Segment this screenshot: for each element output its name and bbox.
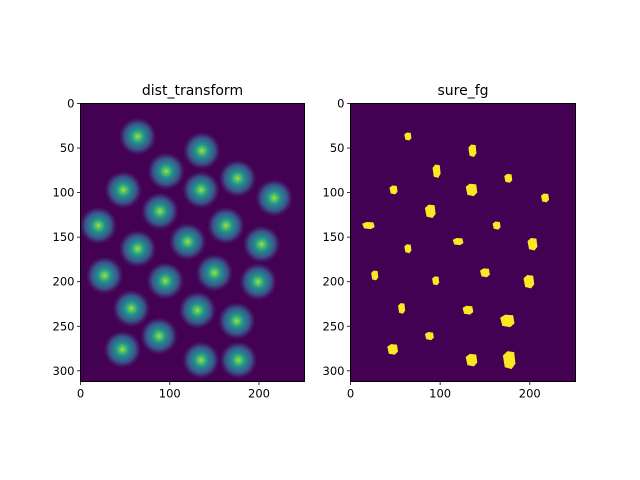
- foreground-region: [462, 305, 474, 315]
- blob-layer: [80, 117, 293, 379]
- foreground-region: [452, 238, 464, 246]
- foreground-region: [480, 268, 490, 278]
- blob-mark: [195, 254, 234, 292]
- y-tick-label: 100: [53, 186, 75, 200]
- x-tick-label: 100: [429, 387, 451, 401]
- axes-frame: [80, 103, 305, 382]
- axes-frame: [350, 103, 576, 382]
- foreground-region: [404, 132, 412, 141]
- foreground-region: [492, 221, 501, 230]
- y-tick-label: 200: [53, 275, 75, 289]
- y-tick-label: 200: [323, 275, 345, 289]
- foreground-region: [432, 164, 441, 178]
- blob-mark: [118, 117, 157, 156]
- subplot-dist-transform: dist_transform 0 100 200 0 50 100 150 200 250 300: [53, 83, 305, 401]
- y-tick-label: 0: [337, 97, 344, 111]
- foreground-region: [371, 270, 379, 281]
- y-tick-label: 250: [323, 319, 345, 333]
- foreground-region: [389, 185, 398, 195]
- foreground-region: [527, 238, 538, 251]
- x-tick-label: 200: [248, 387, 270, 401]
- foreground-region: [387, 344, 399, 355]
- blob-mark: [178, 291, 217, 329]
- x-tick-label: 100: [159, 387, 181, 401]
- blob-mark: [183, 132, 221, 170]
- foreground-region: [465, 353, 478, 367]
- blob-mark: [217, 302, 256, 340]
- foreground-region: [500, 314, 515, 328]
- y-tick-label: 150: [53, 230, 75, 244]
- foreground-region: [465, 183, 478, 197]
- x-tick-label: 0: [347, 387, 354, 401]
- blob-mark: [140, 317, 178, 355]
- blob-mark: [146, 262, 185, 300]
- foreground-region: [468, 144, 477, 157]
- blob-mark: [242, 225, 281, 263]
- blob-mark: [168, 222, 207, 261]
- x-tick-label: 200: [519, 387, 541, 401]
- blob-mark: [80, 206, 118, 245]
- blob-mark: [104, 171, 143, 209]
- y-tick-label: 250: [53, 319, 75, 333]
- y-tick-label: 50: [330, 141, 345, 155]
- foreground-region: [398, 303, 406, 314]
- blob-mark: [255, 179, 293, 217]
- blob-mark: [118, 230, 157, 268]
- x-tick-label: 0: [77, 387, 84, 401]
- subplot-title-sure-fg: sure_fg: [437, 83, 488, 99]
- foreground-region: [424, 204, 436, 218]
- y-tick-label: 300: [53, 364, 75, 378]
- tick-layer: 0 100 200 0 50 100 150 200 250 300: [323, 97, 541, 401]
- foreground-region: [540, 193, 550, 203]
- blob-mark: [182, 171, 220, 209]
- blob-mark: [182, 341, 220, 379]
- blob-mark: [141, 192, 179, 231]
- blob-mark: [103, 330, 142, 369]
- subplot-sure-fg: sure_fg 0 100 200 0 50 100 150 200 250 300: [323, 83, 576, 401]
- y-tick-label: 50: [60, 141, 75, 155]
- blob-mark: [147, 152, 185, 190]
- blob-mark: [218, 159, 257, 198]
- foreground-region: [404, 244, 412, 254]
- y-tick-label: 300: [323, 364, 345, 378]
- foreground-region: [432, 276, 440, 286]
- foreground-region: [502, 351, 516, 370]
- blob-mark: [207, 206, 245, 245]
- foreground-region: [424, 332, 434, 341]
- foreground-region: [504, 173, 513, 183]
- blob-mark: [85, 256, 124, 295]
- foreground-region: [362, 222, 375, 230]
- blob-mark: [112, 289, 151, 328]
- blob-mark: [219, 341, 258, 379]
- tick-layer: 0 100 200 0 50 100 150 200 250 300: [53, 97, 270, 401]
- y-tick-label: 150: [323, 230, 345, 244]
- foreground-region: [523, 275, 535, 289]
- y-tick-label: 100: [323, 186, 345, 200]
- y-tick-label: 0: [67, 97, 74, 111]
- region-layer: [362, 132, 550, 370]
- blob-mark: [239, 262, 277, 301]
- subplot-title-dist-transform: dist_transform: [142, 83, 243, 99]
